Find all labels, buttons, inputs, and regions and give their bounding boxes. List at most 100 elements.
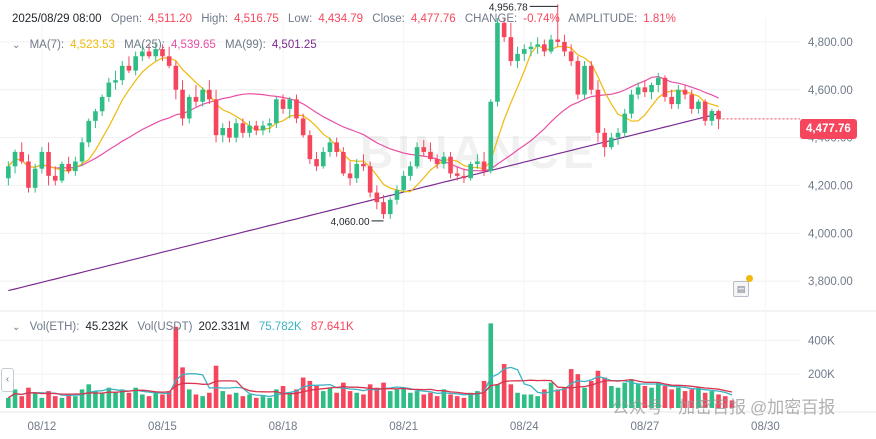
volume-bar [307,380,313,408]
volume-bar [213,365,219,408]
price-tick-label: 4,000.00 [808,228,853,240]
overlay-watermark-handle: @加密百报 [750,398,836,417]
volume-bar [495,384,500,408]
x-tick-label: 08/15 [148,421,177,433]
candle-down [374,192,380,203]
candle-up [495,22,500,102]
candle-down [160,49,165,57]
candle-up [267,123,272,126]
volume-bar [408,392,413,408]
volume-bar [247,394,252,408]
candle-up [327,142,333,152]
notes-icon[interactable]: ▤ [733,281,749,297]
candle-up [709,111,715,121]
price-tick-label: 3,800.00 [808,276,853,288]
volume-bar [481,380,487,408]
amplitude-label: AMPLITUDE: [568,13,638,25]
volume-bar [19,396,25,408]
candle-down [588,65,594,90]
volume-bar [515,392,520,408]
candle-up [441,156,447,164]
volume-bar [294,389,299,408]
volume-bar [52,396,58,408]
volume-bar [401,387,406,408]
volume-bar [253,397,259,408]
vol-ma2-value: 87.641K [310,321,354,333]
volume-bar [428,392,433,408]
volume-bar [662,386,668,408]
volume-bar [655,382,661,408]
volume-bar [32,392,38,408]
volume-bar [669,389,674,408]
candle-down [602,132,607,148]
candle-down [421,147,427,152]
volume-bar [79,389,85,408]
volume-bar [609,386,614,408]
candle-down [314,159,319,167]
volume-bar [528,394,534,408]
volume-bar [441,389,447,408]
candle-down [367,166,373,193]
candle-up [220,128,226,136]
volume-bar [722,396,728,408]
volume-bar [488,323,494,408]
candle-up [106,82,112,97]
candle-down [307,135,313,160]
volume-bar [414,391,420,408]
collapse-chevron-icon[interactable]: ⌄ [12,40,21,51]
candle-up [12,151,18,167]
volume-bar [327,387,333,408]
candle-up [153,49,159,57]
volume-bar [642,386,648,408]
volume-bar [314,386,319,408]
volume-bar [622,382,628,408]
vol-usdt-label: Vol(USDT) [137,321,193,333]
x-tick-label: 08/21 [389,421,418,433]
volume-bar [508,384,514,408]
candle-up [233,123,239,138]
volume-bar [113,392,118,408]
price-tick-label: 4,800.00 [808,37,853,49]
volume-collapse-chevron-icon[interactable]: ⌄ [12,322,21,333]
volume-bar [542,389,547,408]
volume-bar [535,396,540,408]
candle-up [414,147,420,167]
candle-up [59,163,65,181]
volume-bar [347,391,353,408]
candle-down [381,202,386,215]
volume-bar [46,391,51,408]
volume-bar [602,377,607,408]
candle-down [126,65,132,71]
volume-bar [521,394,527,408]
volume-ma-lines [7,366,733,399]
candle-down [481,161,487,172]
candle-up [247,125,252,133]
x-tick-label: 08/30 [751,421,780,433]
candle-down [689,94,695,109]
ma-legend: ⌄ MA(7): 4,523.53 MA(25): 4,539.65 MA(99):… [12,38,323,53]
candle-up [468,163,473,179]
ma7-label: MA(7): [29,39,65,51]
volume-bar [166,391,172,408]
volume-bar [260,396,266,408]
volume-bar [676,387,681,408]
candle-down [294,99,299,119]
volume-bar [233,392,239,408]
candle-down [542,44,547,52]
candle-up [113,80,118,83]
volume-bar [119,389,125,408]
volume-bar [186,389,192,408]
candle-up [515,53,520,62]
candle-up [521,49,527,54]
volume-bar [595,370,601,408]
ohlc-header: 2025/08/29 08:00 Open: 4,511.20 High: 4,51… [12,12,682,26]
volume-tick-label: 200K [808,369,835,381]
volume-bar [555,389,561,408]
volume-bar [367,384,373,408]
volume-bar [729,400,735,408]
candle-up [548,39,554,52]
volume-bar [689,389,695,408]
candle-up [535,44,540,47]
side-panel-toggle[interactable]: ‹ [1,368,14,392]
